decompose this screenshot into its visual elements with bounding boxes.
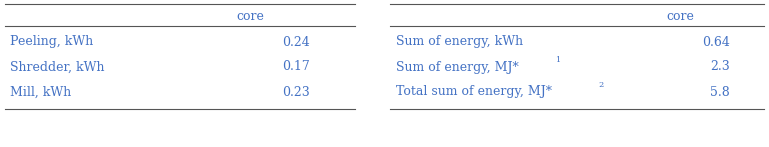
- Text: Shredder, kWh: Shredder, kWh: [10, 61, 105, 74]
- Text: 0.23: 0.23: [282, 86, 310, 98]
- Text: Sum of energy, kWh: Sum of energy, kWh: [396, 35, 523, 49]
- Text: 2.3: 2.3: [711, 61, 730, 74]
- Text: Sum of energy, MJ*: Sum of energy, MJ*: [396, 61, 519, 74]
- Text: 2: 2: [598, 81, 604, 89]
- Text: Mill, kWh: Mill, kWh: [10, 86, 72, 98]
- Text: 0.24: 0.24: [282, 35, 310, 49]
- Text: 5.8: 5.8: [711, 86, 730, 98]
- Text: 0.17: 0.17: [282, 61, 310, 74]
- Text: core: core: [236, 10, 264, 22]
- Text: 1: 1: [555, 56, 561, 64]
- Text: core: core: [666, 10, 694, 22]
- Text: Total sum of energy, MJ*: Total sum of energy, MJ*: [396, 86, 552, 98]
- Text: 0.64: 0.64: [702, 35, 730, 49]
- Text: Peeling, kWh: Peeling, kWh: [10, 35, 93, 49]
